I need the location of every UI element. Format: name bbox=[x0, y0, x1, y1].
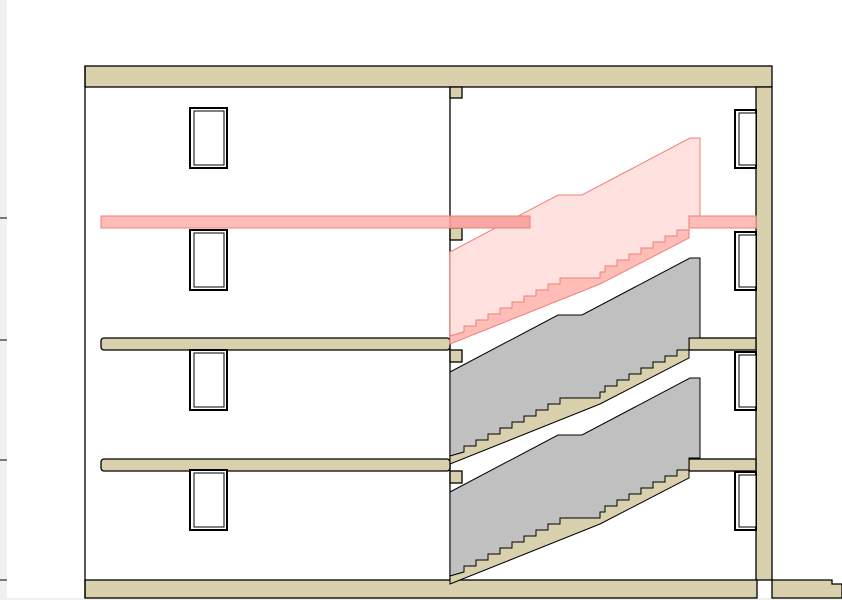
floor-slab bbox=[100, 337, 451, 351]
stair-flight-highlighted bbox=[449, 137, 701, 345]
stair-flight bbox=[449, 377, 701, 585]
slab-stub bbox=[449, 227, 463, 241]
window-pane bbox=[193, 110, 225, 166]
highlighted-floor-slab bbox=[100, 215, 451, 229]
ground-exterior bbox=[771, 579, 842, 599]
stairs bbox=[449, 257, 701, 585]
window-pane bbox=[193, 472, 225, 528]
ground-slab bbox=[84, 579, 758, 599]
structure bbox=[84, 65, 842, 599]
slab-stub bbox=[449, 349, 463, 363]
highlighted-stair[interactable] bbox=[100, 137, 757, 345]
floor-slab bbox=[100, 458, 451, 472]
landing-slab bbox=[688, 458, 757, 472]
stair-steps bbox=[449, 469, 690, 585]
window-pane bbox=[738, 354, 757, 408]
window-pane bbox=[193, 232, 225, 288]
stair-steps bbox=[449, 229, 690, 345]
highlighted-landing bbox=[688, 215, 757, 229]
ruler-ticks bbox=[0, 217, 7, 581]
right-wall bbox=[755, 86, 773, 581]
window-pane bbox=[738, 112, 757, 166]
highlighted-slab-overlap bbox=[449, 215, 531, 229]
window-pane bbox=[738, 234, 757, 288]
wall-stub bbox=[449, 86, 463, 99]
left-ruler bbox=[0, 0, 7, 600]
window-pane bbox=[738, 474, 757, 528]
stair-flight bbox=[449, 257, 701, 465]
landing-slab bbox=[688, 337, 757, 351]
stair-steps bbox=[449, 349, 690, 465]
window-pane bbox=[193, 352, 225, 408]
roof-slab bbox=[84, 65, 773, 88]
slab-stub bbox=[449, 470, 463, 484]
windows bbox=[189, 107, 757, 531]
bottom-ruler bbox=[0, 598, 842, 600]
